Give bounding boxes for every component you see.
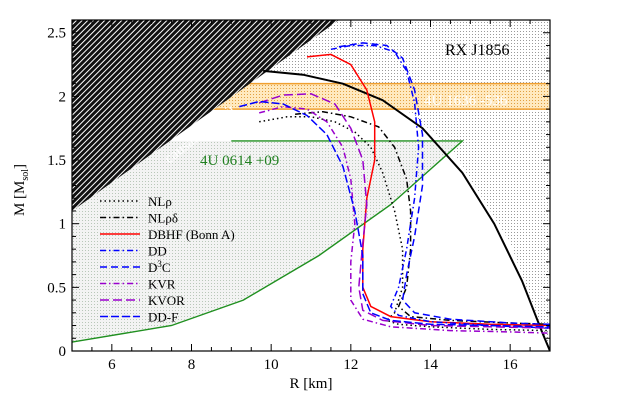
u0614-label: 4U 0614 +09 xyxy=(200,153,279,169)
y-axis-label: M [Msol] xyxy=(12,164,31,216)
constraint-regions xyxy=(72,20,550,351)
y-tick-label: 0.5 xyxy=(47,280,66,296)
rxj1856-label: RX J1856 xyxy=(445,42,509,59)
x-tick-label: 6 xyxy=(108,357,116,373)
legend-label-4: D3C xyxy=(148,259,171,275)
y-tick-label: 0 xyxy=(59,344,67,360)
legend-label-2: DBHF (Bonn A) xyxy=(148,227,235,242)
eos-series-lines xyxy=(239,42,550,334)
y-tick-label: 2.5 xyxy=(47,26,66,42)
u0614-region xyxy=(72,140,463,351)
x-tick-label: 10 xyxy=(264,357,279,373)
plot-area xyxy=(72,20,550,351)
legend-label-1: NLρδ xyxy=(148,211,178,226)
series-line-5 xyxy=(259,105,550,334)
u0614-boundary xyxy=(72,140,465,343)
causality-region xyxy=(72,20,339,211)
legend-label-6: KVOR xyxy=(148,293,185,308)
series-line-1 xyxy=(295,110,550,326)
series-line-7 xyxy=(239,100,550,328)
x-tick-label: 14 xyxy=(423,357,439,373)
series-line-6 xyxy=(258,93,550,329)
legend-label-3: DD xyxy=(148,244,167,259)
mass-radius-black-curve xyxy=(263,69,550,351)
y-tick-label: 1.5 xyxy=(47,153,66,169)
y-tick-label: 2 xyxy=(59,89,67,105)
x-tick-label: 12 xyxy=(343,357,358,373)
u1636-label: 4U 1636 -536 xyxy=(424,93,508,109)
x-axis-label: R [km] xyxy=(290,376,333,392)
x-tick-label: 8 xyxy=(188,357,196,373)
series-line-4 xyxy=(338,42,550,326)
y-tick-label: 1 xyxy=(59,217,67,233)
u1636-band xyxy=(203,83,550,110)
x-tick-label: 16 xyxy=(503,357,519,373)
series-line-3 xyxy=(330,44,550,329)
legend-label-7: DD-F xyxy=(148,310,178,325)
legend-label-5: KVR xyxy=(148,277,176,292)
black-mr-curve xyxy=(263,69,550,351)
legend-label-0: NLρ xyxy=(148,194,172,209)
axis-ticks: 6 8 10 12 14 16 0 0.5 1 1.5 2 2.5 xyxy=(47,20,551,373)
